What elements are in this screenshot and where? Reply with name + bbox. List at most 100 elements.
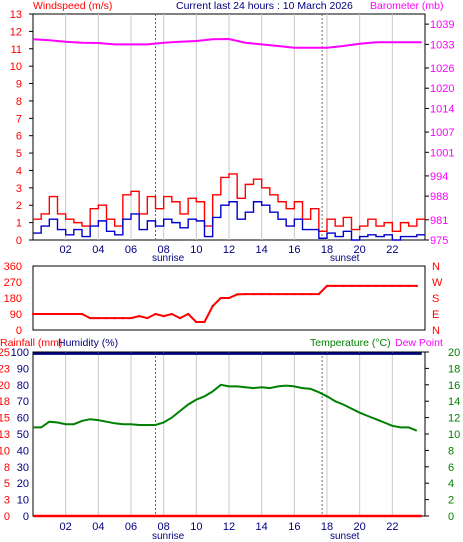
y-tick-label: 20 [17, 478, 29, 490]
y-tick-label: 90 [10, 309, 22, 321]
wind-direction-point [375, 284, 377, 287]
wind-direction-point [244, 293, 247, 296]
wind-direction-point [97, 317, 100, 320]
x-tick-label: 06 [125, 521, 137, 533]
wind-direction-point [130, 317, 132, 320]
y-tick-label: 0 [16, 325, 22, 337]
wind-direction-point [334, 284, 337, 287]
y-tick-label: 360 [4, 261, 22, 273]
humidity-axis: 0 10 20 30 40 50 60 70 80 90 100 [11, 347, 29, 523]
x-tick-label: 04 [92, 244, 104, 256]
sunrise-label-top: sunrise [152, 253, 185, 264]
y-tick-label: 988 [430, 191, 448, 203]
wind-direction-point [219, 297, 222, 299]
y-tick-label: 994 [430, 171, 448, 183]
sunset-label-bottom: sunset [330, 531, 360, 542]
y-tick-label: W [432, 277, 443, 289]
y-tick-label: 0 [16, 235, 22, 247]
wind-direction-point [162, 315, 165, 318]
y-tick-label: 10 [0, 445, 10, 457]
y-tick-label: 0 [23, 511, 29, 523]
x-tick-label: 22 [386, 244, 398, 256]
x-tick-label: 18 [321, 521, 333, 533]
panel3-series [33, 352, 422, 518]
y-tick-label: 7 [16, 113, 22, 125]
y-tick-label: 0 [448, 511, 454, 523]
x-tick-label: 10 [190, 244, 202, 256]
panel3-x-axis: 02 04 06 08 10 12 14 16 18 20 22 [60, 521, 399, 533]
wind-direction-point [350, 284, 353, 287]
y-tick-label: 18 [0, 396, 10, 408]
x-tick-label: 02 [60, 521, 72, 533]
y-tick-label: 1001 [430, 147, 454, 159]
x-tick-label: 20 [354, 244, 366, 256]
x-tick-label: 10 [190, 521, 202, 533]
y-tick-label: 1 [16, 218, 22, 230]
y-tick-label: 13 [0, 429, 10, 441]
wind-direction-point [260, 293, 263, 296]
y-tick-label: 1026 [430, 63, 454, 75]
y-tick-label: 15 [0, 413, 10, 425]
y-tick-label: N [432, 261, 440, 273]
wind-direction-point [415, 284, 418, 287]
x-tick-label: 12 [223, 521, 235, 533]
x-tick-label: 04 [92, 521, 104, 533]
y-tick-label: 20 [448, 347, 460, 359]
y-tick-label: 6 [16, 131, 22, 143]
y-tick-label: 975 [430, 235, 448, 247]
wind-direction-point [358, 284, 361, 287]
temperature-axis: 0 2 4 6 8 10 12 14 16 18 20 [425, 347, 460, 523]
rainfall-title: Rainfall (mm) [0, 337, 62, 349]
x-tick-label: 20 [354, 521, 366, 533]
y-tick-label: 20 [0, 380, 10, 392]
y-tick-label: 25 [0, 347, 10, 359]
y-tick-label: S [432, 293, 439, 305]
x-tick-label: 14 [256, 521, 268, 533]
y-tick-label: 1014 [430, 103, 454, 115]
y-tick-label: 5 [16, 148, 22, 160]
y-tick-label: N [432, 325, 440, 337]
y-tick-label: 3 [4, 495, 10, 507]
humidity-title: Humidity (%) [58, 337, 118, 349]
y-tick-label: 270 [4, 277, 22, 289]
x-tick-label: 22 [386, 521, 398, 533]
x-tick-label: 14 [256, 244, 268, 256]
x-tick-label: 18 [321, 244, 333, 256]
wind-direction-point [309, 293, 312, 296]
wind-direction-point [32, 313, 34, 315]
wind-direction-point [138, 315, 141, 318]
y-tick-label: 14 [448, 396, 460, 408]
panel1-series [32, 37, 425, 241]
wind-direction-point [195, 321, 198, 323]
panel1-x-axis: 02 04 06 08 10 12 14 16 18 20 22 [60, 244, 399, 256]
wind-direction-point [56, 313, 59, 315]
y-tick-label: 11 [11, 44, 22, 56]
barometer-axis: 975 981 988 994 1001 1007 1014 1020 1026 1033 1039 [425, 19, 454, 247]
wind-direction-point [326, 284, 328, 287]
y-tick-label: 1039 [430, 19, 454, 31]
wind-direction-point [293, 293, 296, 296]
y-tick-label: 12 [448, 413, 460, 425]
sunset-label-top: sunset [330, 253, 360, 264]
temperature-title: Temperature (°C) [310, 337, 391, 349]
wind-direction-point [342, 284, 345, 287]
temperature-series [33, 383, 418, 432]
y-tick-label: 6 [448, 462, 454, 474]
wind-direction-point [187, 313, 190, 315]
y-tick-label: 9 [16, 79, 22, 91]
windspeed-average-series [33, 201, 425, 241]
wind-direction-point [48, 313, 51, 315]
y-tick-label: E [432, 309, 439, 321]
wind-direction-point [236, 293, 239, 296]
direction-degree-axis: 0 90 180 270 360 [4, 261, 22, 337]
x-tick-label: 06 [125, 244, 137, 256]
wind-direction-point [203, 321, 206, 323]
rainfall-axis: 0 3 5 8 10 13 15 18 20 23 25 [0, 347, 10, 523]
barometer-series [32, 37, 422, 49]
wind-direction-point [89, 317, 92, 320]
x-tick-label: 12 [223, 244, 235, 256]
y-tick-label: 2 [16, 200, 22, 212]
